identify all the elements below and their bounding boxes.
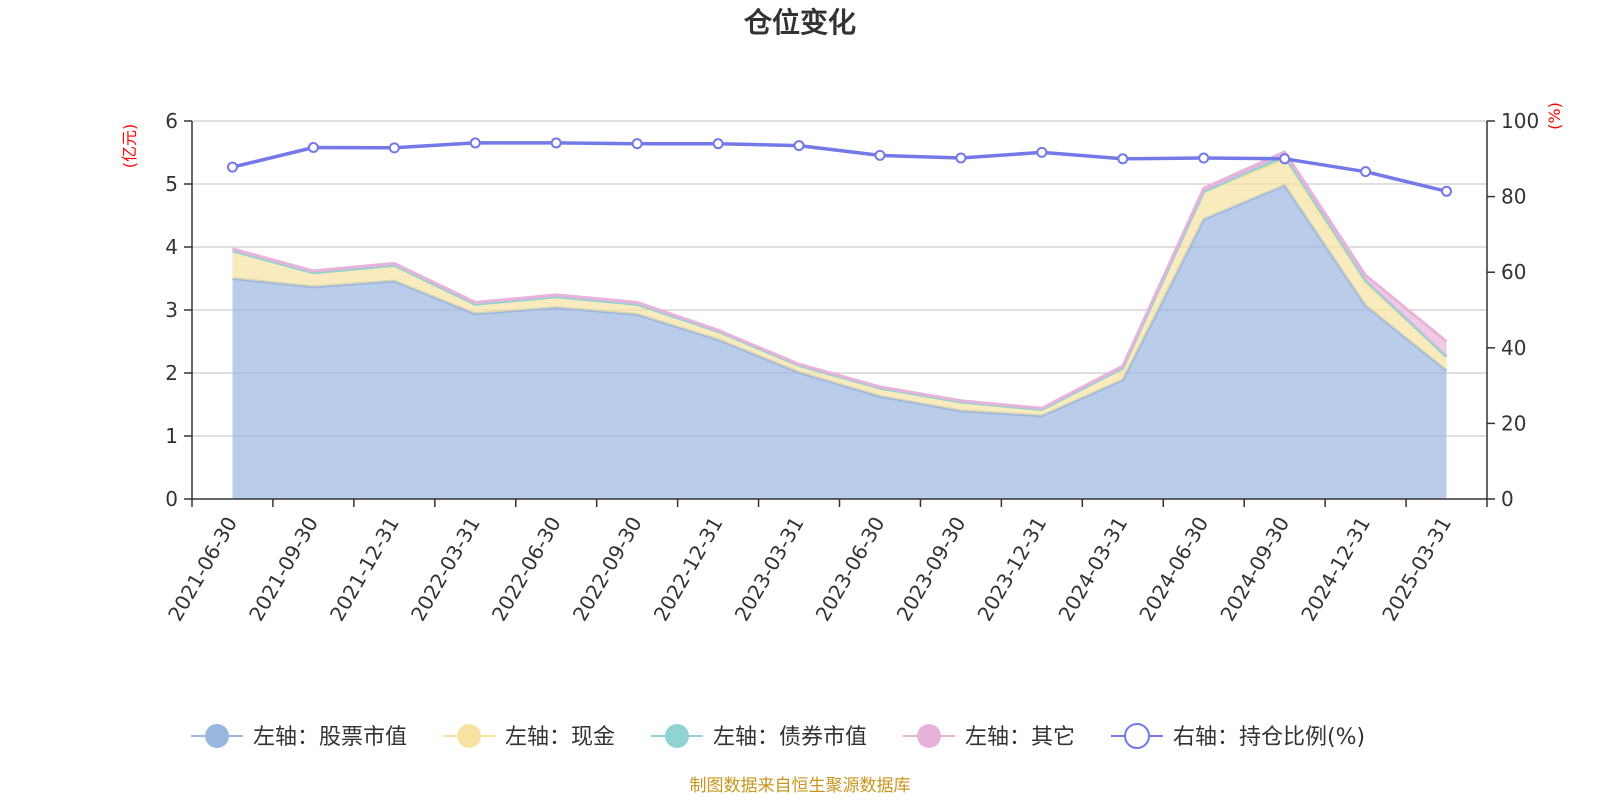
left-axis-unit: (亿元) — [120, 124, 139, 169]
right-axis-tick-label: 20 — [1501, 411, 1526, 435]
right-axis-tick-label: 0 — [1501, 487, 1514, 511]
legend-marker-左轴：其它 — [917, 724, 941, 748]
left-axis-tick-label: 5 — [165, 172, 178, 196]
area-edge-左轴：其它 — [232, 150, 1448, 410]
x-axis-tick-label: 2021-06-30 — [163, 513, 242, 626]
ratio-point — [388, 142, 400, 154]
legend-marker-左轴：股票市值 — [205, 724, 229, 748]
x-axis-tick-label: 2025-03-31 — [1377, 513, 1456, 626]
right-axis-tick-label: 100 — [1501, 109, 1539, 133]
ratio-point — [469, 137, 481, 149]
x-axis-tick-label: 2023-09-30 — [892, 513, 971, 626]
left-axis-tick-label: 4 — [165, 235, 178, 259]
legend-marker-左轴：现金 — [457, 724, 481, 748]
source-note: 制图数据来自恒生聚源数据库 — [690, 776, 911, 796]
x-axis-tick-label: 2022-09-30 — [568, 513, 647, 626]
x-axis-tick-label: 2023-12-31 — [972, 513, 1051, 626]
left-axis-tick-label: 3 — [165, 298, 178, 322]
x-axis-tick-label: 2021-12-31 — [325, 513, 404, 626]
left-axis-tick-label: 6 — [165, 109, 178, 133]
right-axis-unit: (%) — [1545, 102, 1564, 130]
ratio-point — [1441, 185, 1453, 197]
ratio-point — [712, 138, 724, 150]
legend-label: 右轴：持仓比例(%) — [1173, 725, 1365, 750]
x-axis-tick-label: 2022-06-30 — [487, 513, 566, 626]
right-axis-tick-label: 60 — [1501, 260, 1526, 284]
ratio-point — [1279, 153, 1291, 165]
legend-marker-右轴：持仓比例(%) — [1124, 723, 1150, 749]
area-左轴：股票市值 — [232, 185, 1447, 500]
legend-marker-左轴：债券市值 — [665, 724, 689, 748]
x-axis-tick-label: 2024-12-31 — [1296, 513, 1375, 626]
x-axis-tick-label: 2021-09-30 — [244, 513, 323, 626]
legend-label: 左轴：现金 — [505, 725, 615, 750]
x-axis-tick-label: 2022-03-31 — [406, 513, 485, 626]
ratio-line-series — [226, 137, 1453, 197]
x-axis-tick-label: 2023-06-30 — [811, 513, 890, 626]
stacked-areas — [232, 150, 1448, 500]
x-axis-tick-label: 2024-09-30 — [1215, 513, 1294, 626]
chart-title: 仓位变化 — [744, 6, 856, 39]
right-axis-tick-label: 40 — [1501, 336, 1526, 360]
ratio-point — [1360, 166, 1372, 178]
right-axis-tick-label: 80 — [1501, 185, 1526, 209]
x-axis-tick-label: 2023-03-31 — [730, 513, 809, 626]
x-axis-tick-label: 2022-12-31 — [649, 513, 728, 626]
ratio-point — [1036, 146, 1048, 158]
left-axis-tick-label: 1 — [165, 424, 178, 448]
ratio-point — [793, 140, 805, 152]
ratio-point — [226, 161, 238, 173]
ratio-point — [955, 152, 967, 164]
ratio-point — [307, 141, 319, 153]
ratio-point — [631, 138, 643, 150]
legend-label: 左轴：股票市值 — [253, 725, 407, 750]
left-axis-tick-label: 2 — [165, 361, 178, 385]
legend: 左轴：股票市值 左轴：现金 左轴：债券市值 左轴：其它 右轴：持仓比例(%) — [191, 723, 1365, 750]
ratio-point — [1117, 153, 1129, 165]
ratio-point — [874, 149, 886, 161]
legend-label: 左轴：其它 — [965, 725, 1075, 750]
left-axis-tick-label: 0 — [165, 487, 178, 511]
x-axis-tick-label: 2024-03-31 — [1053, 513, 1132, 626]
ratio-point — [1198, 152, 1210, 164]
legend-label: 左轴：债券市值 — [713, 725, 867, 750]
x-axis-tick-label: 2024-06-30 — [1134, 513, 1213, 626]
ratio-line — [232, 141, 1447, 194]
ratio-point — [550, 137, 562, 149]
